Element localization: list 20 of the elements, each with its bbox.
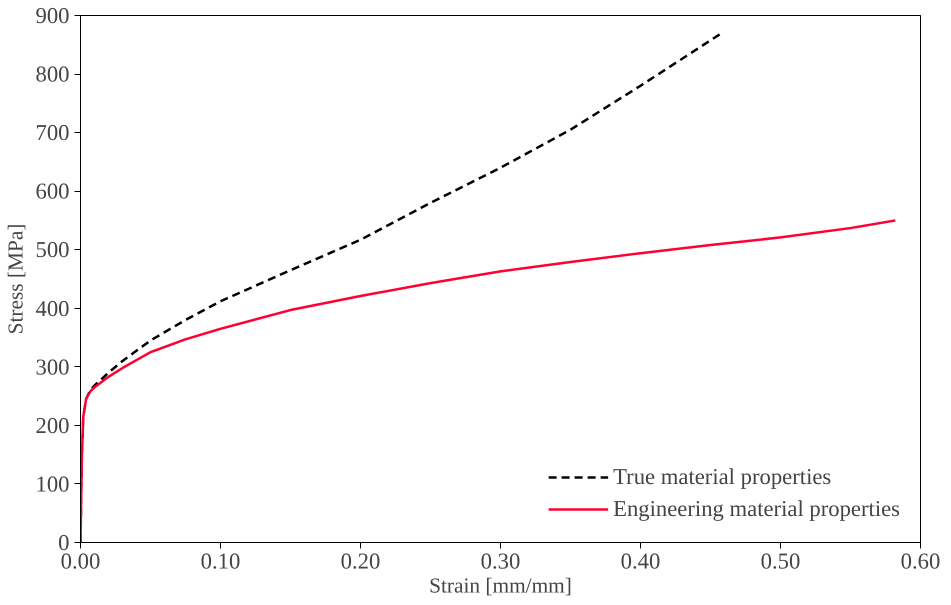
y-tick-label: 800 xyxy=(36,62,70,87)
y-axis-title: Stress [MPa] xyxy=(4,224,28,334)
x-tick-label: 0.30 xyxy=(480,548,520,574)
y-tick-label: 900 xyxy=(36,3,70,28)
y-tick-label: 700 xyxy=(36,120,70,146)
y-tick-label: 400 xyxy=(36,296,70,321)
x-axis-title: Strain [mm/mm] xyxy=(429,574,572,598)
x-tick-label: 0.50 xyxy=(760,548,800,574)
y-tick-label: 0 xyxy=(58,530,70,555)
legend-label: True material properties xyxy=(613,464,832,490)
x-tick-label: 0.10 xyxy=(200,548,240,574)
x-tick-label: 0.40 xyxy=(620,548,660,574)
y-tick-label: 300 xyxy=(36,354,70,380)
legend-label: Engineering material properties xyxy=(613,496,900,522)
y-tick-label: 600 xyxy=(36,178,70,204)
y-tick-label: 100 xyxy=(36,471,70,496)
y-tick-label: 200 xyxy=(36,412,70,438)
y-tick-label: 500 xyxy=(36,237,70,262)
x-tick-label: 0.20 xyxy=(340,548,380,574)
x-tick-label: 0.60 xyxy=(900,548,940,574)
